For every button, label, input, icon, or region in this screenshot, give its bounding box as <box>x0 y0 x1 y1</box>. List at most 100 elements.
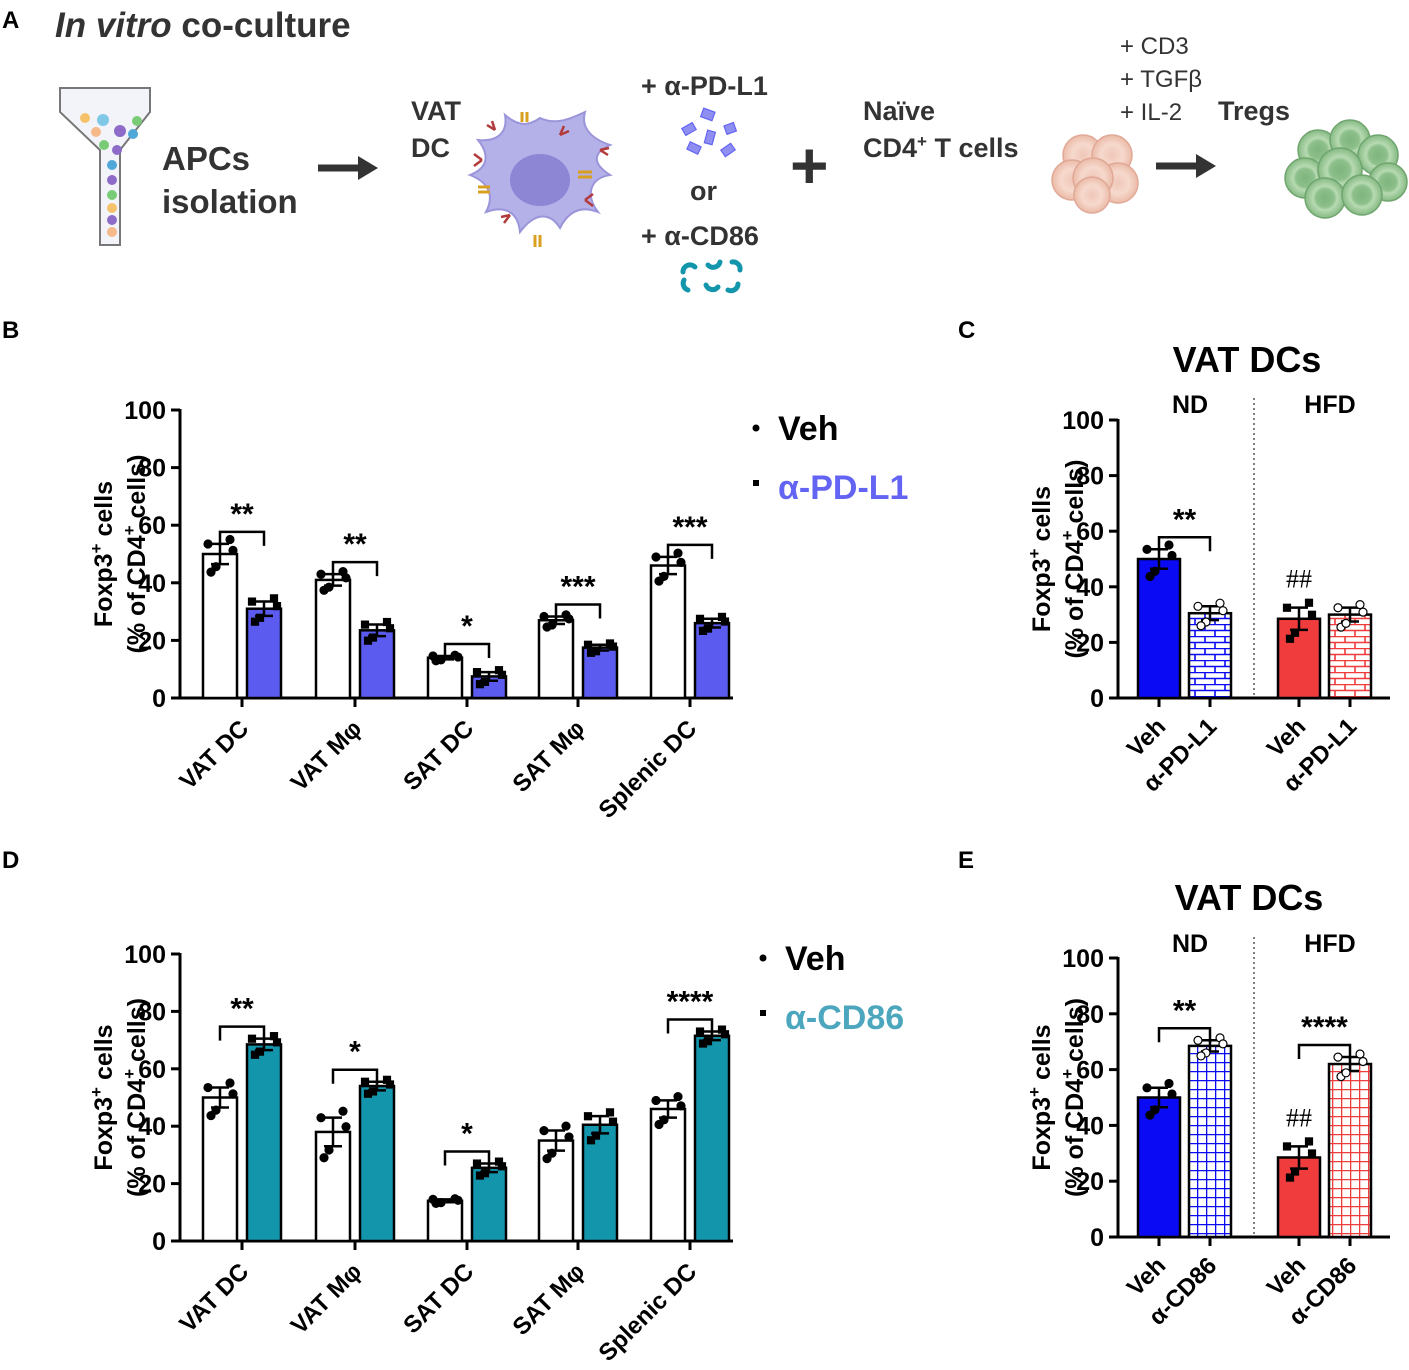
dc-label: DC <box>411 133 450 163</box>
chart-d: D 0 20 40 60 80 100 Foxp3+ cells(% of CD4+ cell… <box>2 847 904 1367</box>
data-point <box>1142 1083 1152 1093</box>
y-axis-label-line2: (% of CD4+ cells) <box>1058 998 1089 1197</box>
naive-label: Naïve <box>863 96 935 126</box>
significance-bracket <box>666 1018 714 1034</box>
bar-treatment <box>245 1043 283 1243</box>
data-point <box>651 1095 661 1106</box>
legend-treatment-marker <box>760 1010 766 1016</box>
panel-letter: C <box>958 317 975 344</box>
bar-veh <box>426 1199 464 1243</box>
y-tick-label: 0 <box>152 1228 166 1256</box>
y-axis-label-line1: Foxp3+ cells <box>87 481 118 627</box>
legend-treatment: α-PD-L1 <box>778 469 908 507</box>
data-point <box>1304 1137 1314 1146</box>
apcs-label: APCs <box>162 140 250 177</box>
x-tick-label: SAT DC <box>398 1258 479 1339</box>
panel-a: A In vitro co-culture APCs isolation VAT… <box>2 6 1408 294</box>
data-point <box>203 539 213 549</box>
legend-treatment-marker <box>753 480 759 486</box>
data-point <box>269 1032 279 1041</box>
data-point <box>368 1087 378 1096</box>
y-tick-label: 100 <box>1062 945 1104 973</box>
y-tick-label: 60 <box>138 1056 166 1084</box>
data-point <box>1290 628 1300 637</box>
data-point <box>472 1159 482 1168</box>
bar-veh <box>537 618 575 700</box>
bar <box>1327 613 1373 700</box>
bar-treatment <box>693 1034 731 1243</box>
legend-veh: Veh <box>785 940 845 978</box>
data-point <box>564 1132 574 1142</box>
arrow-right-icon <box>318 156 378 180</box>
y-tick-label: 20 <box>138 1171 166 1199</box>
data-point <box>1167 1089 1177 1099</box>
y-tick-label: 0 <box>1090 1224 1104 1252</box>
x-tick-label: VAT DC <box>174 715 254 795</box>
x-tick-label: SAT Mφ <box>507 1258 590 1341</box>
bar-veh <box>649 1107 687 1243</box>
bar-veh <box>649 564 687 700</box>
data-point <box>673 548 683 558</box>
significance-bracket <box>1297 1043 1352 1060</box>
significance-label: * <box>461 610 473 643</box>
data-point <box>247 1034 257 1043</box>
data-point <box>676 557 686 568</box>
significance-bracket <box>218 1025 266 1041</box>
data-point <box>605 1108 615 1117</box>
significance-bracket <box>218 530 266 546</box>
data-point <box>547 620 557 630</box>
y-tick-label: 80 <box>1076 1001 1104 1029</box>
y-tick-label: 40 <box>138 570 166 598</box>
panel-a-letter: A <box>2 7 19 34</box>
data-point <box>1282 1142 1292 1151</box>
significance-bracket <box>1157 1027 1212 1043</box>
x-tick-label: SAT DC <box>398 715 479 796</box>
data-point <box>1196 1051 1206 1061</box>
bar <box>1187 611 1233 700</box>
stim-cd3-label: + CD3 <box>1120 33 1189 60</box>
data-point <box>1358 607 1368 617</box>
group-label-nd: ND <box>1172 930 1208 958</box>
dendritic-cell-icon <box>467 110 613 247</box>
or-label: or <box>690 176 717 206</box>
data-point <box>225 534 235 545</box>
y-tick-label: 80 <box>138 455 166 483</box>
significance-label: ** <box>1173 503 1197 536</box>
isolation-label: isolation <box>162 183 298 220</box>
chart-title: VAT DCs <box>1173 339 1322 380</box>
y-axis-label-line1: Foxp3+ cells <box>87 1024 118 1170</box>
data-point <box>319 585 329 595</box>
significance-label: ** <box>230 498 254 531</box>
y-axis-label-line2: (% of CD4+ cells) <box>1058 460 1089 659</box>
data-point <box>368 633 378 642</box>
anti-cd86-label: + α-CD86 <box>641 221 759 251</box>
significance-label: ** <box>343 528 367 561</box>
y-tick-label: 60 <box>1076 518 1104 546</box>
data-point <box>206 567 216 577</box>
data-point <box>360 620 370 629</box>
data-point <box>1164 1078 1174 1089</box>
significance-label: *** <box>672 511 707 544</box>
data-point <box>695 1027 705 1036</box>
data-point <box>324 1145 334 1155</box>
data-point <box>480 1169 490 1178</box>
significance-label: **** <box>1301 1011 1348 1044</box>
y-tick-label: 0 <box>152 685 166 713</box>
data-point <box>1285 1173 1295 1182</box>
data-point <box>1341 1068 1351 1078</box>
bar <box>1136 557 1182 700</box>
data-point <box>1282 603 1292 612</box>
bar <box>1187 1044 1233 1239</box>
significance-bracket <box>443 1150 491 1166</box>
significance-label: * <box>461 1118 473 1151</box>
data-point <box>608 1117 618 1126</box>
treg-cells-icon <box>1284 119 1408 219</box>
y-tick-label: 100 <box>124 941 166 969</box>
bar-treatment <box>358 1084 396 1243</box>
data-point <box>1333 1052 1343 1062</box>
data-point <box>676 1101 686 1111</box>
data-point <box>250 1050 260 1059</box>
hash-label: ## <box>1286 565 1312 594</box>
data-point <box>341 1122 351 1132</box>
